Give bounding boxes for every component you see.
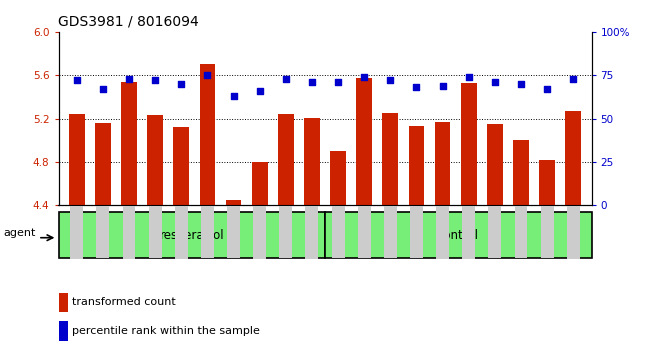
Bar: [304, 118, 320, 205]
Bar: [382, 113, 398, 205]
Point: [202, 73, 213, 78]
Text: transformed count: transformed count: [72, 297, 176, 307]
Point: [359, 74, 369, 80]
Point: [228, 93, 239, 99]
Text: resveratrol: resveratrol: [159, 229, 224, 242]
Point: [385, 78, 395, 83]
Bar: [409, 126, 424, 205]
Point: [515, 81, 526, 87]
Point: [176, 81, 187, 87]
Point: [98, 86, 108, 92]
Bar: [461, 83, 476, 205]
Bar: [95, 123, 110, 205]
Bar: [226, 200, 241, 205]
Text: percentile rank within the sample: percentile rank within the sample: [72, 326, 260, 336]
Bar: [69, 114, 84, 205]
Point: [333, 79, 343, 85]
Bar: [58, 293, 68, 312]
Point: [437, 83, 448, 88]
FancyBboxPatch shape: [58, 212, 325, 258]
Bar: [513, 140, 529, 205]
Bar: [174, 127, 189, 205]
Point: [542, 86, 552, 92]
Point: [463, 74, 474, 80]
Text: control: control: [437, 229, 479, 242]
Bar: [330, 151, 346, 205]
Bar: [566, 111, 581, 205]
Point: [72, 78, 82, 83]
Bar: [540, 160, 555, 205]
Bar: [58, 321, 68, 341]
Bar: [200, 64, 215, 205]
Point: [124, 76, 135, 81]
Bar: [252, 162, 268, 205]
Bar: [121, 82, 137, 205]
Point: [307, 79, 317, 85]
Bar: [148, 115, 163, 205]
Point: [281, 76, 291, 81]
FancyBboxPatch shape: [325, 212, 592, 258]
Bar: [356, 79, 372, 205]
Bar: [278, 114, 294, 205]
Bar: [435, 122, 450, 205]
Bar: [487, 124, 502, 205]
Point: [150, 78, 161, 83]
Point: [411, 85, 422, 90]
Point: [255, 88, 265, 94]
Text: GDS3981 / 8016094: GDS3981 / 8016094: [58, 14, 200, 28]
Point: [568, 76, 578, 81]
Point: [489, 79, 500, 85]
Text: agent: agent: [3, 228, 35, 238]
